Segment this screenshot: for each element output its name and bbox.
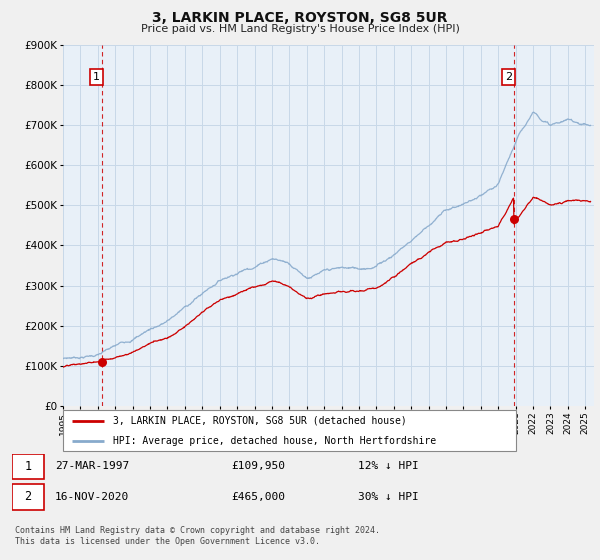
Text: 3, LARKIN PLACE, ROYSTON, SG8 5UR: 3, LARKIN PLACE, ROYSTON, SG8 5UR [152, 11, 448, 25]
Text: 2: 2 [25, 491, 32, 503]
Text: 3, LARKIN PLACE, ROYSTON, SG8 5UR (detached house): 3, LARKIN PLACE, ROYSTON, SG8 5UR (detac… [113, 416, 407, 426]
Text: 27-MAR-1997: 27-MAR-1997 [55, 461, 130, 471]
Text: 12% ↓ HPI: 12% ↓ HPI [358, 461, 418, 471]
Text: 30% ↓ HPI: 30% ↓ HPI [358, 492, 418, 502]
Text: 1: 1 [93, 72, 100, 82]
Text: 2: 2 [505, 72, 512, 82]
Text: 1: 1 [25, 460, 32, 473]
FancyBboxPatch shape [63, 410, 516, 451]
Text: £109,950: £109,950 [231, 461, 285, 471]
Text: HPI: Average price, detached house, North Hertfordshire: HPI: Average price, detached house, Nort… [113, 436, 436, 446]
FancyBboxPatch shape [12, 454, 44, 479]
FancyBboxPatch shape [12, 484, 44, 510]
Text: £465,000: £465,000 [231, 492, 285, 502]
Text: 16-NOV-2020: 16-NOV-2020 [55, 492, 130, 502]
Text: Price paid vs. HM Land Registry's House Price Index (HPI): Price paid vs. HM Land Registry's House … [140, 24, 460, 34]
Text: Contains HM Land Registry data © Crown copyright and database right 2024.
This d: Contains HM Land Registry data © Crown c… [15, 526, 380, 546]
